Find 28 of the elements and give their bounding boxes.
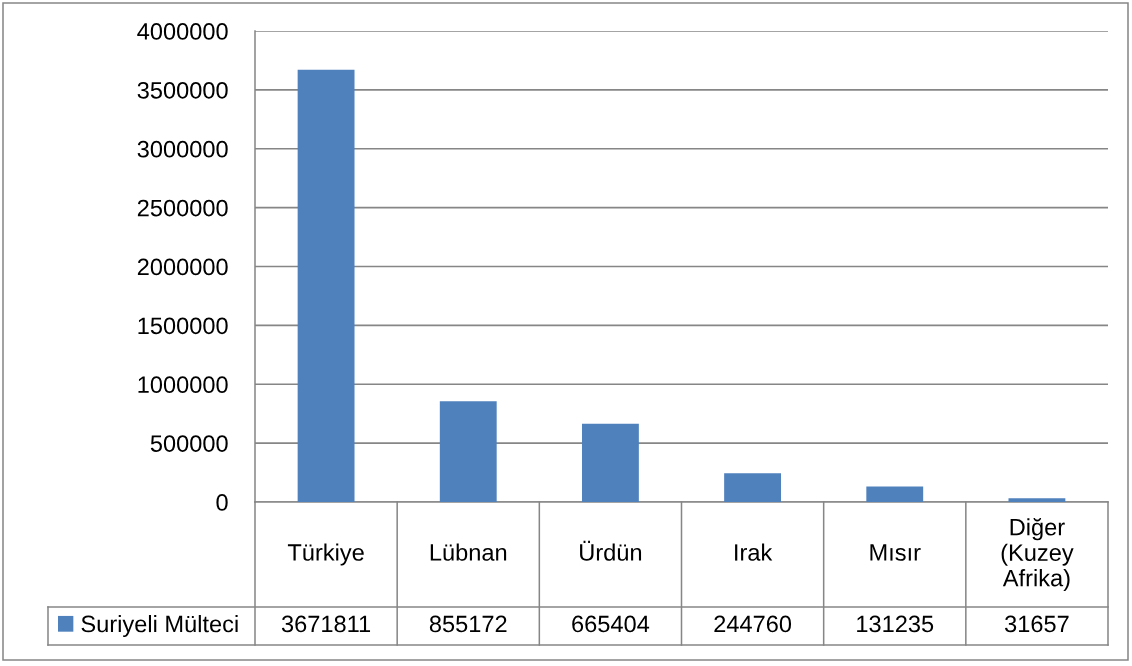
y-tick-label: 2000000 <box>137 258 228 276</box>
data-label: 131235 <box>857 615 934 633</box>
bar <box>581 423 639 502</box>
data-label: 244760 <box>714 615 792 633</box>
data-label: 855172 <box>429 615 507 633</box>
y-tick-label: 3500000 <box>137 81 228 99</box>
bar <box>1008 498 1066 502</box>
bar <box>297 69 355 502</box>
x-tick-label: Türkiye <box>287 543 364 566</box>
bar <box>866 486 924 502</box>
y-tick-label: 500000 <box>150 435 228 452</box>
x-tick-label: Lübnan <box>430 543 507 561</box>
bar <box>439 401 497 502</box>
x-tick-label: Diğer (Kuzey Afrika) <box>1001 517 1074 592</box>
y-tick-label: 0 <box>216 494 228 511</box>
y-tick-label: 1000000 <box>138 376 228 394</box>
y-tick-label: 1500000 <box>138 317 228 335</box>
data-label: 665404 <box>572 615 650 633</box>
x-tick-label: Mısır <box>870 544 921 561</box>
data-label: 3671811 <box>281 615 371 633</box>
x-tick-label: Irak <box>735 543 773 561</box>
legend-label: Suriyeli Mülteci <box>81 614 238 638</box>
bar <box>724 473 782 502</box>
y-tick-label: 2500000 <box>137 199 228 217</box>
data-label: 31657 <box>1004 615 1069 633</box>
x-tick-label: Ürdün <box>580 540 642 561</box>
y-tick-label: 3000000 <box>137 140 228 158</box>
y-tick-label: 4000000 <box>137 23 228 40</box>
